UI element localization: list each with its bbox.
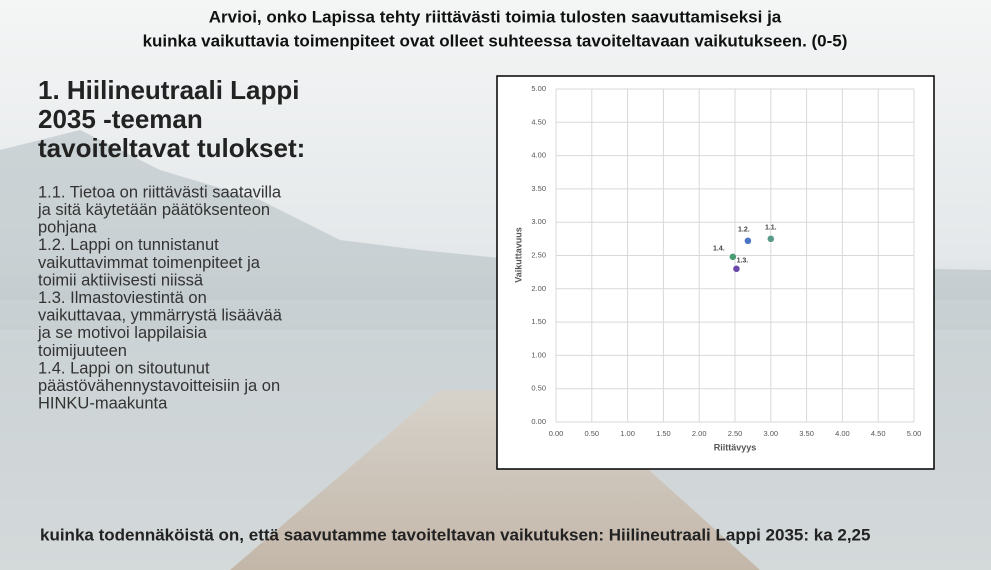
title-line: Arvioi, onko Lapissa tehty riittävästi t… [209,7,782,26]
scatter-point [744,237,752,245]
x-tick-label: 4.00 [835,429,850,438]
body-line: 1.2. Lappi on tunnistanut [38,236,219,254]
body-line: HINKU-maakunta [38,395,168,413]
scatter-point [767,235,775,243]
body-line: vaikuttavimmat toimenpiteet ja [38,254,261,272]
y-tick-label: 3.50 [531,184,546,193]
y-tick-label: 4.00 [531,151,546,160]
x-tick-label: 3.50 [799,429,814,438]
body-line: vaikuttavaa, ymmärrystä lisäävää [38,307,283,325]
body-line: toimii aktiivisesti niissä [38,271,204,289]
scatter-point [729,253,737,261]
body-line: toimijuuteen [38,342,127,360]
y-tick-label: 1.00 [531,350,546,359]
y-tick-label: 2.00 [531,284,546,293]
body-line: 1.3. Ilmastoviestintä on [38,289,207,307]
point-label: 1.3. [737,258,749,265]
x-tick-label: 2.00 [692,429,707,438]
chart-frame [496,75,935,470]
y-tick-label: 0.00 [531,417,546,426]
x-tick-label: 4.50 [871,429,886,438]
body-line: pohjana [38,219,98,237]
y-tick-label: 4.50 [531,117,546,126]
point-label: 1.4. [713,246,725,253]
body-line: ja sitä käytetään päätöksenteon [37,201,270,219]
body-line: päästövähennystavoitteisiin ja on [38,377,280,395]
x-tick-label: 1.00 [620,429,635,438]
x-tick-label: 0.50 [584,429,599,438]
x-tick-label: 2.50 [728,429,743,438]
x-tick-label: 1.50 [656,429,671,438]
point-label: 1.2. [738,227,750,234]
x-tick-label: 0.00 [549,429,564,438]
y-tick-label: 2.50 [531,250,546,259]
scatter-point [732,265,741,273]
heading-line: 2035 -teeman [38,104,203,134]
y-tick-label: 5.00 [531,84,546,93]
pier [230,390,760,570]
y-tick-label: 0.50 [531,384,546,393]
y-axis-title: Vaikuttavuus [513,227,523,283]
heading-line: tavoiteltavat tulokset: [38,133,305,163]
footer: kuinka todennäköistä on, että saavutamme… [40,525,870,544]
body-line: 1.4. Lappi on sitoutunut [38,359,210,377]
y-tick-label: 3.00 [531,217,546,226]
body-line: ja se motivoi lappilaisia [37,324,208,342]
y-tick-label: 1.50 [531,317,546,326]
x-tick-label: 3.00 [763,429,778,438]
title-line: kuinka vaikuttavia toimenpiteet ovat oll… [143,31,848,50]
point-label: 1.1. [765,225,777,232]
x-tick-label: 5.00 [907,429,922,438]
x-axis-title: Riittävyys [714,442,757,452]
heading-line: 1. Hiilineutraali Lappi [38,75,300,105]
body-line: 1.1. Tietoa on riittävästi saatavilla [38,183,282,201]
